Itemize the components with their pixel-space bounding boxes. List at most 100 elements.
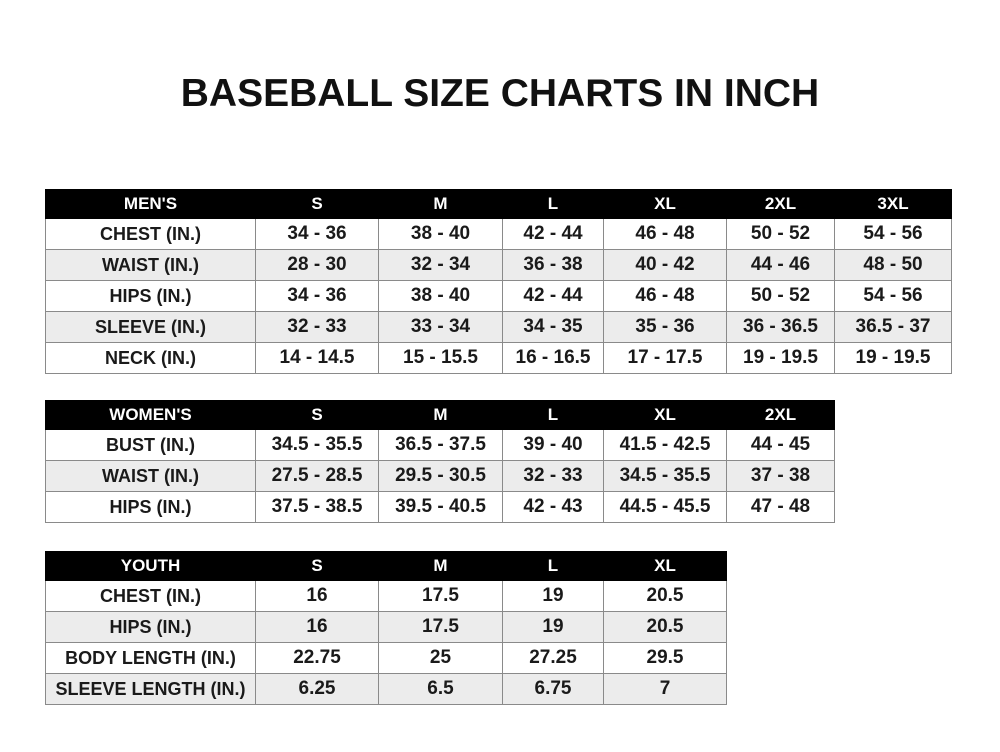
size-header: L: [502, 400, 604, 430]
measurement-cell: 28 - 30: [255, 249, 379, 281]
size-header: XL: [603, 400, 727, 430]
size-header: XL: [603, 551, 727, 581]
measurement-cell: 6.5: [378, 673, 503, 705]
mens-size-table: MEN'S S M L XL 2XL 3XL CHEST (IN.) 34 - 36 38 - 4…: [45, 189, 952, 374]
measurement-label: HIPS (IN.): [45, 611, 256, 643]
category-header: MEN'S: [45, 189, 256, 219]
measurement-cell: 20.5: [603, 580, 727, 612]
header-row: WOMEN'S S M L XL 2XL: [45, 400, 835, 430]
measurement-label: BUST (IN.): [45, 429, 256, 461]
measurement-cell: 42 - 44: [502, 218, 604, 250]
size-header: M: [378, 551, 503, 581]
measurement-cell: 17.5: [378, 580, 503, 612]
measurement-cell: 32 - 33: [255, 311, 379, 343]
measurement-cell: 32 - 34: [378, 249, 503, 281]
table-row: WAIST (IN.) 27.5 - 28.5 29.5 - 30.5 32 - 33…: [45, 460, 835, 492]
measurement-cell: 37.5 - 38.5: [255, 491, 379, 523]
measurement-cell: 34 - 36: [255, 218, 379, 250]
table-row: HIPS (IN.) 34 - 36 38 - 40 42 - 44 46 - 48 50…: [45, 280, 952, 312]
measurement-cell: 6.25: [255, 673, 379, 705]
table-row: HIPS (IN.) 37.5 - 38.5 39.5 - 40.5 42 - 43 4…: [45, 491, 835, 523]
size-header: XL: [603, 189, 727, 219]
header-row: MEN'S S M L XL 2XL 3XL: [45, 189, 952, 219]
measurement-cell: 19: [502, 611, 604, 643]
measurement-cell: 34 - 36: [255, 280, 379, 312]
measurement-cell: 25: [378, 642, 503, 674]
header-row: YOUTH S M L XL: [45, 551, 727, 581]
measurement-cell: 7: [603, 673, 727, 705]
measurement-cell: 29.5: [603, 642, 727, 674]
measurement-cell: 17 - 17.5: [603, 342, 727, 374]
measurement-cell: 38 - 40: [378, 280, 503, 312]
measurement-cell: 46 - 48: [603, 218, 727, 250]
measurement-cell: 14 - 14.5: [255, 342, 379, 374]
table-row: WAIST (IN.) 28 - 30 32 - 34 36 - 38 40 - 42 4…: [45, 249, 952, 281]
measurement-cell: 36 - 36.5: [726, 311, 835, 343]
size-header: S: [255, 189, 379, 219]
measurement-cell: 34.5 - 35.5: [603, 460, 727, 492]
measurement-cell: 6.75: [502, 673, 604, 705]
measurement-cell: 36.5 - 37.5: [378, 429, 503, 461]
size-header: S: [255, 551, 379, 581]
measurement-cell: 22.75: [255, 642, 379, 674]
measurement-label: CHEST (IN.): [45, 580, 256, 612]
measurement-label: NECK (IN.): [45, 342, 256, 374]
measurement-cell: 19 - 19.5: [834, 342, 952, 374]
measurement-cell: 46 - 48: [603, 280, 727, 312]
measurement-cell: 37 - 38: [726, 460, 835, 492]
measurement-cell: 34.5 - 35.5: [255, 429, 379, 461]
measurement-cell: 50 - 52: [726, 280, 835, 312]
measurement-cell: 54 - 56: [834, 280, 952, 312]
measurement-cell: 16: [255, 580, 379, 612]
category-header: YOUTH: [45, 551, 256, 581]
measurement-cell: 19: [502, 580, 604, 612]
measurement-cell: 44 - 46: [726, 249, 835, 281]
measurement-cell: 15 - 15.5: [378, 342, 503, 374]
measurement-cell: 42 - 44: [502, 280, 604, 312]
measurement-cell: 27.25: [502, 642, 604, 674]
measurement-cell: 44.5 - 45.5: [603, 491, 727, 523]
size-header: S: [255, 400, 379, 430]
measurement-label: WAIST (IN.): [45, 249, 256, 281]
table-row: CHEST (IN.) 34 - 36 38 - 40 42 - 44 46 - 48 5…: [45, 218, 952, 250]
table-row: CHEST (IN.) 16 17.5 19 20.5: [45, 580, 727, 612]
measurement-cell: 54 - 56: [834, 218, 952, 250]
category-header: WOMEN'S: [45, 400, 256, 430]
table-row: SLEEVE LENGTH (IN.) 6.25 6.5 6.75 7: [45, 673, 727, 705]
size-header: 2XL: [726, 189, 835, 219]
measurement-cell: 42 - 43: [502, 491, 604, 523]
measurement-cell: 40 - 42: [603, 249, 727, 281]
measurement-cell: 39 - 40: [502, 429, 604, 461]
size-header: 3XL: [834, 189, 952, 219]
measurement-label: WAIST (IN.): [45, 460, 256, 492]
measurement-cell: 44 - 45: [726, 429, 835, 461]
measurement-cell: 48 - 50: [834, 249, 952, 281]
table-row: NECK (IN.) 14 - 14.5 15 - 15.5 16 - 16.5 17 …: [45, 342, 952, 374]
measurement-cell: 16: [255, 611, 379, 643]
measurement-label: HIPS (IN.): [45, 491, 256, 523]
size-header: L: [502, 189, 604, 219]
measurement-label: CHEST (IN.): [45, 218, 256, 250]
measurement-cell: 20.5: [603, 611, 727, 643]
measurement-cell: 34 - 35: [502, 311, 604, 343]
measurement-cell: 19 - 19.5: [726, 342, 835, 374]
table-row: SLEEVE (IN.) 32 - 33 33 - 34 34 - 35 35 - 36…: [45, 311, 952, 343]
table-row: HIPS (IN.) 16 17.5 19 20.5: [45, 611, 727, 643]
table-row: BUST (IN.) 34.5 - 35.5 36.5 - 37.5 39 - 40 4…: [45, 429, 835, 461]
measurement-cell: 50 - 52: [726, 218, 835, 250]
measurement-cell: 38 - 40: [378, 218, 503, 250]
page-title: BASEBALL SIZE CHARTS IN INCH: [180, 72, 820, 115]
measurement-cell: 33 - 34: [378, 311, 503, 343]
measurement-cell: 27.5 - 28.5: [255, 460, 379, 492]
measurement-label: BODY LENGTH (IN.): [45, 642, 256, 674]
measurement-cell: 39.5 - 40.5: [378, 491, 503, 523]
table-row: BODY LENGTH (IN.) 22.75 25 27.25 29.5: [45, 642, 727, 674]
measurement-cell: 47 - 48: [726, 491, 835, 523]
size-header: M: [378, 189, 503, 219]
womens-size-table: WOMEN'S S M L XL 2XL BUST (IN.) 34.5 - 35.5 36.5…: [45, 400, 835, 523]
size-header: 2XL: [726, 400, 835, 430]
measurement-cell: 36.5 - 37: [834, 311, 952, 343]
measurement-cell: 32 - 33: [502, 460, 604, 492]
measurement-label: SLEEVE LENGTH (IN.): [45, 673, 256, 705]
measurement-label: HIPS (IN.): [45, 280, 256, 312]
